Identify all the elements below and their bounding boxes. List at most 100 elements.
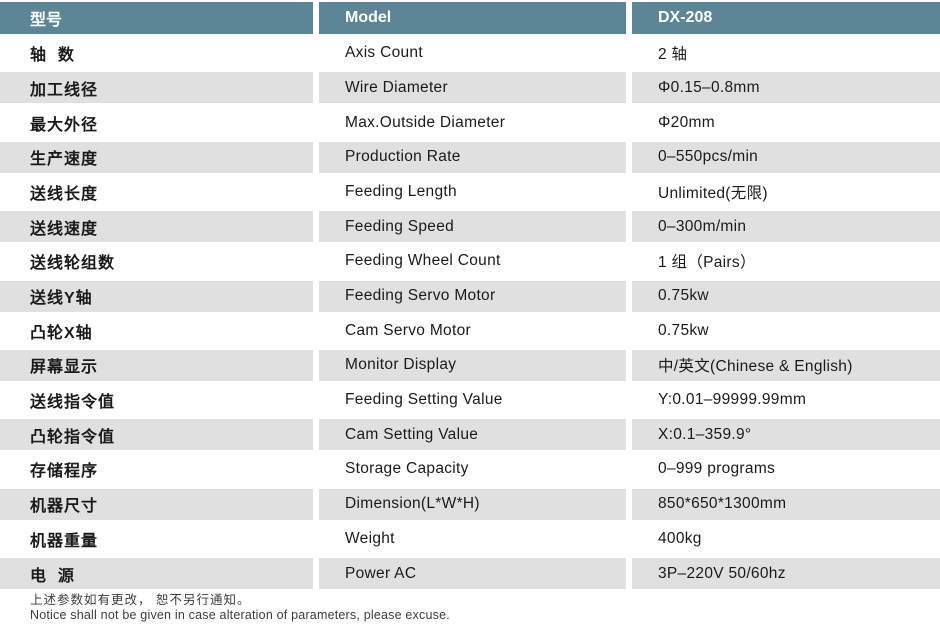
column-divider — [313, 2, 319, 34]
header-model-label-en: Model — [319, 2, 626, 34]
column-divider — [313, 245, 319, 277]
spec-label-cn: 最大外径 — [0, 107, 313, 139]
spec-value: X:0.1–359.9° — [632, 419, 940, 451]
column-divider — [626, 349, 632, 381]
table-header-row: 型号 Model DX-208 — [0, 2, 940, 34]
spec-label-cn: 送线长度 — [0, 176, 313, 208]
table-row: 机器尺寸 Dimension(L*W*H) 850*650*1300mm — [0, 488, 940, 520]
column-divider — [313, 488, 319, 520]
spec-label-en: Feeding Setting Value — [319, 384, 626, 416]
column-divider — [313, 419, 319, 451]
column-divider — [626, 558, 632, 589]
spec-value: 0–999 programs — [632, 453, 940, 485]
spec-label-en: Feeding Length — [319, 176, 626, 208]
table-row: 送线速度 Feeding Speed 0–300m/min — [0, 211, 940, 243]
spec-value: Φ0.15–0.8mm — [632, 72, 940, 104]
spec-label-en: Feeding Servo Motor — [319, 280, 626, 312]
column-divider — [626, 280, 632, 312]
spec-label-en: Cam Setting Value — [319, 419, 626, 451]
spec-label-cn: 送线轮组数 — [0, 245, 313, 277]
spec-label-cn: 送线速度 — [0, 211, 313, 243]
spec-value: 0.75kw — [632, 315, 940, 347]
footer-note: 上述参数如有更改， 恕不另行通知。 Notice shall not be gi… — [0, 593, 940, 622]
column-divider — [626, 523, 632, 555]
column-divider — [626, 211, 632, 243]
table-row: 送线长度 Feeding Length Unlimited(无限) — [0, 176, 940, 208]
table-row: 送线Y轴 Feeding Servo Motor 0.75kw — [0, 280, 940, 312]
table-row: 送线指令值 Feeding Setting Value Y:0.01–99999… — [0, 384, 940, 416]
spec-value: 0–550pcs/min — [632, 141, 940, 173]
column-divider — [626, 488, 632, 520]
spec-label-cn: 凸轮X轴 — [0, 315, 313, 347]
table-row: 轴 数 Axis Count 2 轴 — [0, 37, 940, 69]
column-divider — [626, 37, 632, 69]
spec-label-en: Cam Servo Motor — [319, 315, 626, 347]
column-divider — [313, 558, 319, 589]
column-divider — [626, 2, 632, 34]
spec-label-en: Axis Count — [319, 37, 626, 69]
column-divider — [626, 453, 632, 485]
column-divider — [313, 453, 319, 485]
spec-value: 中/英文(Chinese & English) — [632, 349, 940, 381]
header-model-number: DX-208 — [632, 2, 940, 34]
table-row: 生产速度 Production Rate 0–550pcs/min — [0, 141, 940, 173]
column-divider — [313, 107, 319, 139]
footer-note-cn: 上述参数如有更改， 恕不另行通知。 — [30, 593, 251, 607]
column-divider — [626, 141, 632, 173]
column-divider — [626, 176, 632, 208]
table-row: 屏幕显示 Monitor Display 中/英文(Chinese & Engl… — [0, 349, 940, 381]
spec-label-en: Weight — [319, 523, 626, 555]
spec-label-en: Storage Capacity — [319, 453, 626, 485]
header-model-label-cn: 型号 — [0, 2, 313, 34]
spec-table: 型号 Model DX-208 轴 数 Axis Count 2 轴 加工线径 … — [0, 2, 940, 589]
table-row: 送线轮组数 Feeding Wheel Count 1 组（Pairs） — [0, 245, 940, 277]
table-row: 凸轮X轴 Cam Servo Motor 0.75kw — [0, 315, 940, 347]
spec-label-en: Wire Diameter — [319, 72, 626, 104]
column-divider — [626, 72, 632, 104]
table-row: 最大外径 Max.Outside Diameter Φ20mm — [0, 107, 940, 139]
spec-value: Φ20mm — [632, 107, 940, 139]
table-body: 轴 数 Axis Count 2 轴 加工线径 Wire Diameter Φ0… — [0, 37, 940, 589]
table-row: 电 源 Power AC 3P–220V 50/60hz — [0, 558, 940, 589]
column-divider — [626, 384, 632, 416]
table-row: 机器重量 Weight 400kg — [0, 523, 940, 555]
spec-label-cn: 电 源 — [0, 558, 313, 589]
spec-label-en: Power AC — [319, 558, 626, 589]
spec-label-cn: 机器重量 — [0, 523, 313, 555]
spec-label-cn: 加工线径 — [0, 72, 313, 104]
column-divider — [313, 72, 319, 104]
spec-label-cn: 送线Y轴 — [0, 280, 313, 312]
column-divider — [313, 523, 319, 555]
spec-label-cn: 轴 数 — [0, 37, 313, 69]
spec-label-cn: 凸轮指令值 — [0, 419, 313, 451]
spec-value: 400kg — [632, 523, 940, 555]
column-divider — [313, 141, 319, 173]
spec-label-cn: 存储程序 — [0, 453, 313, 485]
spec-value: Y:0.01–99999.99mm — [632, 384, 940, 416]
spec-value: 850*650*1300mm — [632, 488, 940, 520]
spec-label-en: Feeding Wheel Count — [319, 245, 626, 277]
column-divider — [313, 315, 319, 347]
column-divider — [626, 419, 632, 451]
spec-value: 1 组（Pairs） — [632, 245, 940, 277]
spec-value: 0–300m/min — [632, 211, 940, 243]
spec-label-en: Production Rate — [319, 141, 626, 173]
spec-label-en: Monitor Display — [319, 349, 626, 381]
column-divider — [313, 37, 319, 69]
table-row: 存储程序 Storage Capacity 0–999 programs — [0, 453, 940, 485]
spec-value: Unlimited(无限) — [632, 176, 940, 208]
spec-label-en: Dimension(L*W*H) — [319, 488, 626, 520]
spec-label-cn: 屏幕显示 — [0, 349, 313, 381]
footer-note-en: Notice shall not be given in case altera… — [30, 607, 450, 622]
column-divider — [626, 315, 632, 347]
column-divider — [313, 384, 319, 416]
column-divider — [626, 107, 632, 139]
spec-label-en: Max.Outside Diameter — [319, 107, 626, 139]
column-divider — [313, 349, 319, 381]
table-row: 加工线径 Wire Diameter Φ0.15–0.8mm — [0, 72, 940, 104]
spec-label-cn: 生产速度 — [0, 141, 313, 173]
column-divider — [626, 245, 632, 277]
spec-value: 2 轴 — [632, 37, 940, 69]
spec-label-en: Feeding Speed — [319, 211, 626, 243]
